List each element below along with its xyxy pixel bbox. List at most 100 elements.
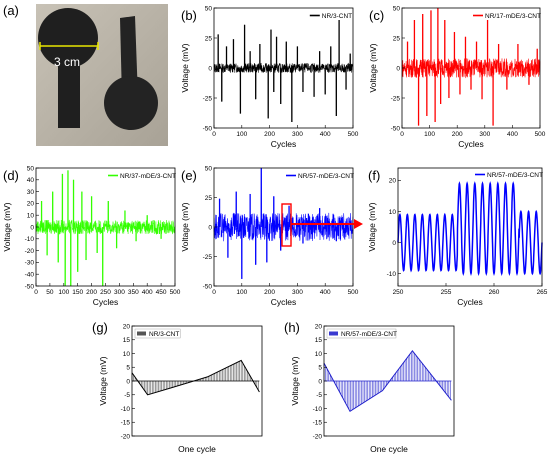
panel-b: (b) 0 100 200 300 400 500 -50 -25 0 25 50 Cycles Volt… [178, 0, 363, 150]
x-tick-label: 400 [320, 131, 331, 138]
specimen-left [38, 8, 98, 128]
y-tick-label: -20 [25, 248, 35, 255]
zoom-series [397, 181, 543, 276]
x-tick-label: 250 [393, 289, 404, 296]
x-axis-label: One cycle [178, 444, 216, 454]
x-tick-label: 100 [424, 131, 435, 138]
plot-frame [397, 167, 543, 287]
y-tick-label: -5 [124, 392, 130, 399]
signal-chart: (b) 0 100 200 300 400 500 -50 -25 0 25 50 Cycles Volt… [180, 5, 359, 149]
x-tick-label: 250 [100, 289, 111, 296]
x-tick-label: 500 [348, 131, 359, 138]
panel-letter-a: (a) [3, 3, 19, 18]
legend-swatch [329, 331, 338, 336]
panel-letter: (h) [284, 320, 300, 335]
x-tick-label: 200 [264, 131, 275, 138]
y-tick-label: -20 [121, 433, 131, 440]
x-tick-label: 400 [507, 131, 518, 138]
y-tick-label: 10 [27, 213, 35, 220]
legend-label: NR/57-mDE/3-CNT [298, 173, 354, 180]
y-tick-label: 10 [123, 351, 131, 358]
y-tick-label: -40 [25, 272, 35, 279]
x-tick-label: 100 [58, 289, 69, 296]
panel-d: (d) 0 50 100 150 200 250 300 350 400 450 500 -50 -40-… [0, 160, 185, 308]
y-tick-label: 50 [27, 165, 35, 172]
x-tick-label: 200 [452, 131, 463, 138]
x-tick-label: 300 [114, 289, 125, 296]
y-tick-label: 0 [30, 224, 34, 231]
signal-chart: (e) 0 100 200 300 400 500 -50 -25 0 25 50 Cycles Volt… [180, 165, 359, 307]
x-tick-label: 300 [292, 289, 303, 296]
panel-letter: (c) [369, 8, 384, 23]
x-tick-label: 400 [142, 289, 153, 296]
legend-box [284, 171, 350, 180]
x-tick-label: 100 [236, 131, 247, 138]
legend-box [326, 328, 397, 339]
y-tick-label: -50 [391, 125, 401, 132]
zoom-chart: (f) 250 255 260 265 -10 0 10 20 Cycles Voltage (mV… [367, 167, 548, 307]
x-tick-label: 500 [170, 289, 181, 296]
y-tick-label: 30 [27, 189, 35, 196]
x-tick-label: 350 [128, 289, 139, 296]
signal-chart: (d)0 50 100 150 200 250 300 350 400 450 500-50-40-… [2, 165, 181, 307]
y-tick-label: 25 [393, 35, 401, 42]
y-tick-label: 5 [318, 365, 322, 372]
x-axis-label: Cycles [457, 297, 483, 307]
panel-letter: (d) [3, 168, 19, 183]
y-tick-label: 25 [205, 195, 213, 202]
x-tick-label: 265 [537, 289, 548, 296]
x-tick-label: 255 [441, 289, 452, 296]
cycle-chart: (h) 20 15 10 5 0 -5 -10 -15 -20 One cycle Voltage (… [284, 320, 455, 454]
specimen-right [104, 16, 158, 130]
legend-label: NR/37-mDE/3-CNT [120, 173, 176, 180]
y-tick-label: 50 [393, 5, 401, 12]
panel-h: (h) 20 15 10 5 0 -5 -10 -15 -20 One cycle Voltage (… [282, 312, 462, 458]
cycle-series [323, 349, 452, 413]
panel-letter: (f) [368, 168, 380, 183]
y-tick-label: -50 [203, 125, 213, 132]
y-tick-label: 10 [315, 351, 323, 358]
y-tick-label: 0 [318, 378, 322, 385]
signal-series [213, 167, 354, 279]
x-axis-label: Cycles [93, 297, 119, 307]
y-tick-label: 0 [396, 65, 400, 72]
y-tick-label: 40 [27, 177, 35, 184]
panel-g: (g) 20 15 10 5 0 -5 -10 -15 -20 One cycle Voltage (… [90, 312, 270, 458]
panel-letter: (b) [181, 8, 197, 23]
legend-label: NR/57-mDE/3-CNT [341, 331, 397, 338]
y-axis-label: Voltage (mV) [2, 202, 12, 251]
y-tick-label: 20 [315, 323, 323, 330]
y-axis-label: Voltage (mV) [290, 356, 300, 405]
x-tick-label: 0 [400, 131, 404, 138]
x-axis-label: Cycles [271, 297, 297, 307]
y-tick-label: 20 [27, 201, 35, 208]
y-tick-label: -10 [313, 406, 323, 413]
x-tick-label: 50 [46, 289, 54, 296]
scale-label: 3 cm [54, 55, 80, 69]
y-tick-label: -20 [313, 433, 323, 440]
y-tick-label: 20 [389, 178, 397, 185]
y-tick-label: -25 [203, 254, 213, 261]
x-tick-label: 300 [292, 131, 303, 138]
legend-label: NR/3-CNT [149, 331, 179, 338]
y-tick-label: 50 [205, 165, 213, 172]
y-tick-label: -50 [25, 283, 35, 290]
x-tick-label: 500 [348, 289, 359, 296]
cycle-chart: (g) 20 15 10 5 0 -5 -10 -15 -20 One cycle Voltage (… [92, 320, 263, 454]
panel-letter: (g) [92, 320, 108, 335]
y-tick-label: -15 [121, 420, 131, 427]
y-tick-label: -15 [313, 420, 323, 427]
y-tick-label: 15 [315, 337, 323, 344]
y-tick-label: -10 [121, 406, 131, 413]
x-tick-label: 500 [535, 131, 546, 138]
specimen-photo: 3 cm [36, 4, 168, 146]
y-tick-label: 15 [123, 337, 131, 344]
x-tick-label: 400 [320, 289, 331, 296]
legend-label: NR/17-mDE/3-CNT [485, 13, 541, 20]
legend-label: NR/57-mDE/3-CNT [487, 172, 543, 179]
x-axis-label: One cycle [370, 444, 408, 454]
cycle-series [131, 359, 260, 396]
panel-e: (e) 0 100 200 300 400 500 -50 -25 0 25 50 Cycles Volt… [178, 160, 363, 308]
panel-c: (c) 0 100 200 300 400 500 -50 -25 0 25 50 Cycles Volt… [366, 0, 550, 150]
y-axis-label: Voltage (mV) [180, 202, 190, 251]
